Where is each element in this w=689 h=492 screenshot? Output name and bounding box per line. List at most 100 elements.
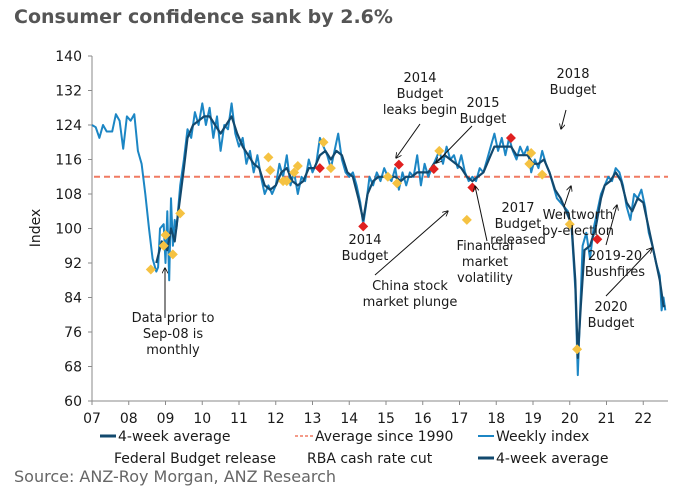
- y-tick-label: 76: [64, 325, 82, 341]
- x-tick-label: 14: [340, 411, 358, 427]
- annotation-line: 2017: [501, 201, 534, 216]
- legend-label: Weekly index: [496, 429, 589, 445]
- legend-item: RBA cash rate cut: [307, 451, 433, 467]
- annotation-line: by-election: [542, 224, 614, 239]
- x-tick-label: 19: [524, 411, 542, 427]
- y-tick-label: 132: [55, 84, 82, 100]
- budget-release-marker: [281, 176, 292, 187]
- annotation-line: market plunge: [363, 295, 458, 310]
- annotation-line: Data prior to: [132, 311, 215, 326]
- annotation-line: 2018: [556, 67, 589, 82]
- x-tick-label: 18: [487, 411, 505, 427]
- budget-release-marker: [175, 208, 186, 219]
- annotation-line: Budget: [397, 87, 444, 102]
- rba-rate-cut-marker: [393, 159, 404, 170]
- x-tick-label: 15: [377, 411, 395, 427]
- annotation-arrow: [605, 248, 652, 297]
- annotation-line: market: [462, 255, 508, 270]
- annotation-label: 2014 Budget leaks begin: [383, 71, 457, 118]
- annotation-line: 2014: [348, 233, 381, 248]
- legend-label: RBA cash rate cut: [307, 451, 433, 467]
- x-tick-label: 09: [157, 411, 175, 427]
- annotation-label: 2018 Budget: [550, 67, 597, 98]
- budget-release-marker: [325, 163, 336, 174]
- annotation-line: Wentworth: [543, 208, 614, 223]
- annotation-label: Wentworth by-election: [542, 208, 614, 239]
- rba-rate-cut-marker: [358, 221, 369, 232]
- annotation-label: 2014 Budget: [342, 233, 389, 264]
- chart-title: Consumer confidence sank by 2.6%: [14, 6, 393, 28]
- budget-release-marker: [263, 152, 274, 163]
- annotation-arrow: [561, 109, 567, 129]
- legend-item: Weekly index: [478, 429, 589, 445]
- annotation-line: China stock: [372, 279, 448, 294]
- annotation-label: 2015 Budget: [460, 96, 507, 127]
- annotation-line: 2019-20: [588, 249, 642, 264]
- x-tick-label: 22: [634, 411, 652, 427]
- budget-release-marker: [158, 240, 169, 251]
- y-tick-label: 124: [55, 118, 82, 134]
- annotation-line: released: [490, 233, 546, 248]
- annotation-arrow: [436, 125, 473, 163]
- annotation-line: volatility: [457, 271, 513, 286]
- axes: 60 68 76 84 92 100 108 116 124 132 140 07 08 09 10 11 12…: [55, 49, 668, 427]
- y-tick-label: 100: [55, 222, 82, 238]
- annotation-arrow: [374, 211, 448, 276]
- budget-release-marker: [461, 214, 472, 225]
- x-tick-label: 07: [83, 411, 101, 427]
- y-tick-label: 140: [55, 49, 82, 65]
- source-note: Source: ANZ-Roy Morgan, ANZ Research: [14, 467, 337, 486]
- four-week-average-line: [155, 115, 666, 359]
- annotation-arrow: [475, 186, 488, 242]
- rba-rate-cut-marker: [592, 234, 603, 245]
- budget-release-marker: [564, 219, 575, 230]
- series-group: [91, 102, 667, 377]
- annotation-line: 2020: [594, 300, 627, 315]
- budget-release-marker: [167, 249, 178, 260]
- legend-item: Average since 1990: [295, 429, 453, 445]
- annotation-line: 2015: [466, 96, 499, 111]
- x-tick-label: 12: [267, 411, 285, 427]
- budget-release-marker: [145, 264, 156, 275]
- x-tick-label: 13: [304, 411, 322, 427]
- annotation-arrow: [563, 186, 571, 208]
- markers-group: [145, 132, 603, 355]
- annotation-line: 2014: [403, 71, 436, 86]
- legend-item: 4-week average: [100, 429, 231, 445]
- annotation-line: Budget: [342, 249, 389, 264]
- y-tick-label: 108: [55, 187, 82, 203]
- annotation-line: Budget: [588, 316, 635, 331]
- budget-release-marker: [289, 167, 300, 178]
- x-tick-label: 17: [451, 411, 469, 427]
- budget-release-marker: [382, 171, 393, 182]
- legend-item: 4-week average: [478, 451, 609, 467]
- rba-rate-cut-marker: [505, 132, 516, 143]
- annotation-line: monthly: [146, 343, 200, 358]
- budget-release-marker: [292, 160, 303, 171]
- legend-item: Federal Budget release: [114, 451, 276, 467]
- annotation-label: 2017 Budget released: [490, 201, 546, 248]
- budget-release-marker: [572, 344, 583, 355]
- x-tick-label: 10: [193, 411, 211, 427]
- legend-label: Federal Budget release: [114, 451, 276, 467]
- rba-rate-cut-marker: [314, 163, 325, 174]
- budget-release-marker: [392, 178, 403, 189]
- x-tick-label: 16: [414, 411, 432, 427]
- annotation-line: leaks begin: [383, 103, 457, 118]
- y-tick-label: 84: [64, 291, 82, 307]
- x-tick-label: 11: [230, 411, 248, 427]
- budget-release-marker: [526, 148, 537, 159]
- x-tick-label: 08: [120, 411, 138, 427]
- annotation-label: Data prior to Sep-08 is monthly: [132, 311, 215, 358]
- rba-rate-cut-marker: [428, 163, 439, 174]
- y-tick-label: 68: [64, 360, 82, 376]
- y-tick-label: 116: [55, 153, 82, 169]
- annotation-arrow: [396, 123, 421, 158]
- annotation-label: Financial market volatility: [457, 239, 514, 286]
- budget-release-marker: [537, 169, 548, 180]
- legend-label: 4-week average: [496, 451, 609, 467]
- y-tick-label: 92: [64, 256, 82, 272]
- budget-release-marker: [318, 137, 329, 148]
